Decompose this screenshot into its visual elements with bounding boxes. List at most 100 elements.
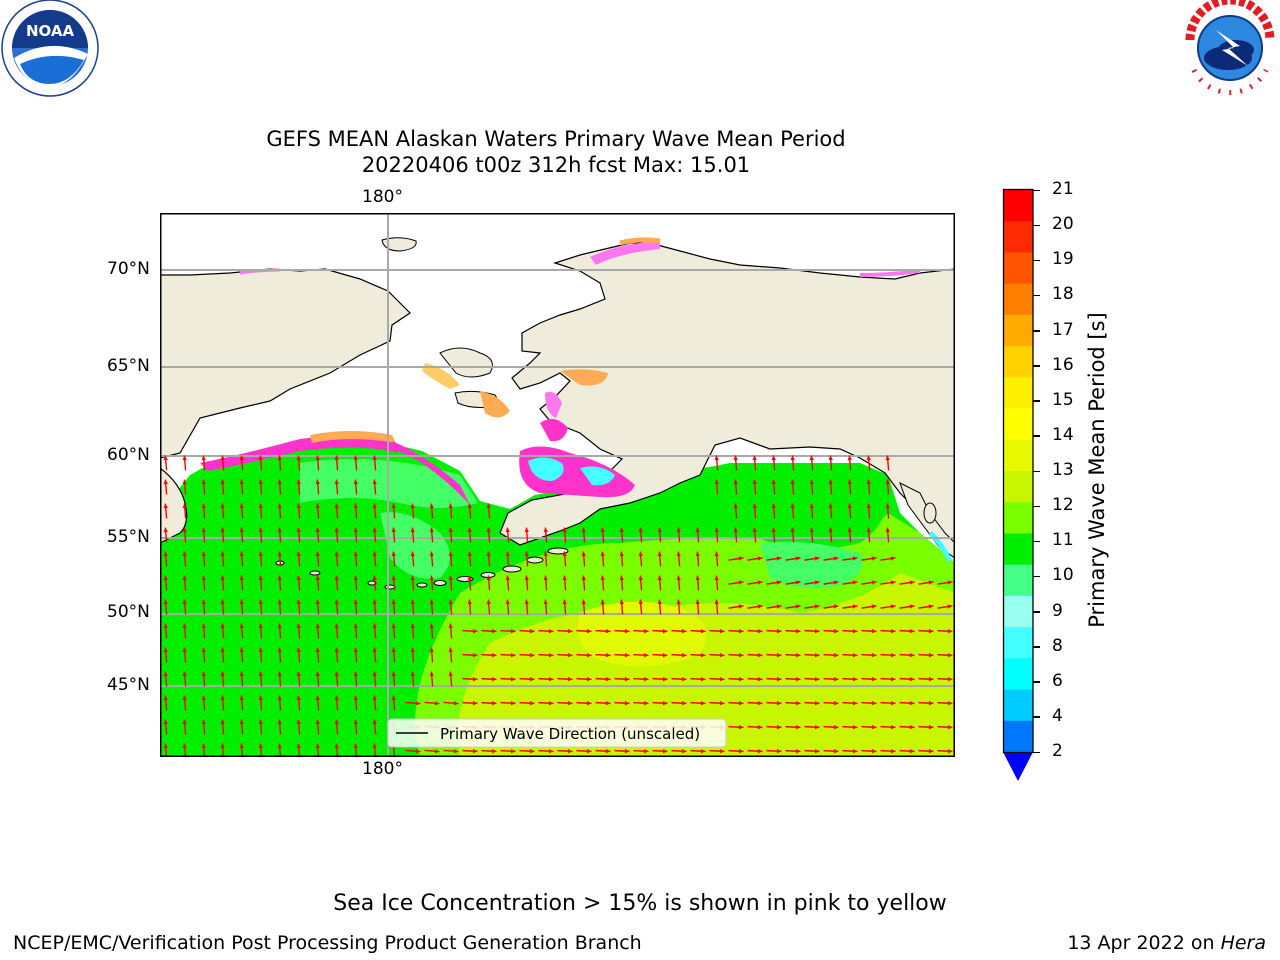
- wave-arrow-head: [833, 676, 839, 682]
- colorbar-swatch: [1004, 439, 1033, 472]
- wave-arrow-head: [676, 527, 681, 533]
- wave-arrow-head: [182, 743, 187, 749]
- colorbar-tick-label: 14: [1052, 424, 1074, 445]
- colorbar-tick-label: 20: [1052, 214, 1074, 235]
- wave-arrow-head: [372, 551, 377, 557]
- wave-arrow-head: [700, 748, 706, 754]
- wave-arrow-head: [334, 623, 339, 629]
- colorbar: [1002, 188, 1034, 781]
- wave-arrow-head: [201, 479, 206, 485]
- wave-arrow-head: [296, 623, 301, 629]
- wave-arrow-head: [201, 743, 206, 749]
- wave-arrow-head: [695, 599, 700, 605]
- wave-arrow-head: [220, 647, 225, 653]
- wave-arrow-head: [334, 503, 339, 509]
- wave-arrow-head: [852, 628, 858, 634]
- wave-arrow-head: [638, 551, 643, 557]
- wave-arrow-head: [472, 700, 478, 706]
- colorbar-tick-label: 2: [1052, 741, 1063, 761]
- wave-arrow-head: [662, 748, 668, 754]
- wave-arrow-head: [353, 623, 358, 629]
- wave-arrow-head: [814, 604, 820, 609]
- wave-arrow-head: [619, 527, 624, 533]
- wave-arrow-head: [700, 676, 706, 682]
- wave-arrow-head: [885, 455, 890, 461]
- colorbar-tick-label: 21: [1052, 179, 1074, 199]
- wave-arrow-head: [163, 743, 168, 749]
- wave-arrow-head: [928, 724, 934, 730]
- wave-arrow-head: [790, 503, 795, 509]
- wave-arrow-head: [182, 455, 187, 461]
- wave-arrow-head: [562, 575, 567, 581]
- wave-arrow-head: [714, 575, 719, 581]
- wave-arrow-head: [548, 652, 554, 658]
- wave-arrow-head: [296, 527, 301, 533]
- wave-arrow-head: [491, 676, 497, 682]
- wave-arrow-head: [562, 599, 567, 605]
- wave-arrow-head: [928, 676, 934, 682]
- wave-arrow-head: [372, 743, 377, 749]
- wave-arrow-head: [833, 700, 839, 706]
- aleutian-islands: [275, 547, 569, 590]
- wave-arrow-head: [676, 551, 681, 557]
- wave-arrow-head: [814, 676, 820, 682]
- wave-arrow-head: [586, 628, 592, 634]
- lon-label-bottom: 180°: [362, 759, 403, 779]
- wave-arrow-head: [814, 652, 820, 658]
- wave-arrow-head: [415, 749, 421, 754]
- colorbar-tick-label: 19: [1052, 249, 1074, 270]
- wave-arrow-head: [771, 503, 776, 509]
- wave-arrow-head: [833, 604, 839, 609]
- wave-arrow-head: [315, 719, 320, 725]
- wave-arrow-head: [258, 695, 263, 701]
- wave-arrow-head: [619, 575, 624, 581]
- noaa-logo: NOAA: [1, 0, 99, 97]
- colorbar-swatch: [1004, 221, 1033, 253]
- wave-arrow-head: [467, 503, 472, 509]
- wave-arrow-head: [619, 599, 624, 605]
- wave-arrow-head: [201, 527, 206, 533]
- wave-arrow-head: [662, 628, 668, 634]
- wave-arrow-head: [624, 700, 630, 706]
- lat-label-45n: 45°N: [107, 675, 150, 695]
- wave-arrow-head: [719, 700, 725, 706]
- colorbar-tick-mark: [1033, 681, 1040, 683]
- wave-arrow-head: [524, 575, 529, 581]
- wave-arrow-head: [277, 527, 282, 533]
- wave-arrow-head: [277, 599, 282, 605]
- wave-arrow-head: [239, 623, 244, 629]
- wave-arrow-head: [714, 599, 719, 605]
- wave-arrow-head: [353, 599, 358, 605]
- wave-arrow-head: [510, 748, 516, 754]
- wave-arrow-head: [334, 719, 339, 725]
- wave-arrow-head: [833, 652, 839, 658]
- wave-arrow-head: [586, 676, 592, 682]
- wave-arrow-head: [928, 628, 934, 634]
- wave-arrow-head: [795, 604, 801, 609]
- wave-arrow-head: [681, 700, 687, 706]
- footer-branch: NCEP/EMC/Verification Post Processing Pr…: [13, 932, 642, 954]
- wave-arrow-head: [871, 748, 877, 754]
- wave-arrow-head: [372, 527, 377, 533]
- wave-arrow-head: [795, 724, 801, 730]
- wave-arrow-head: [833, 580, 839, 585]
- wave-arrow-head: [182, 479, 187, 485]
- wave-arrow-head: [738, 604, 744, 609]
- wave-arrow-head: [757, 748, 763, 754]
- wave-arrow-head: [163, 671, 168, 677]
- wave-arrow-head: [947, 676, 953, 682]
- colorbar-tick-label: 11: [1052, 530, 1074, 551]
- wave-arrow-head: [429, 527, 434, 533]
- colorbar-tick-mark: [1033, 224, 1040, 227]
- wave-arrow-head: [738, 556, 744, 561]
- wave-arrow-head: [733, 527, 738, 533]
- wave-period-map: Primary Wave Direction (unscaled): [160, 213, 955, 757]
- footer-date: 13 Apr 2022 on Hera: [1067, 932, 1266, 954]
- colorbar-tick-mark: [1033, 575, 1040, 578]
- colorbar-swatch: [1004, 627, 1033, 659]
- wave-arrow-head: [448, 551, 453, 557]
- wave-arrow-head: [733, 503, 738, 509]
- wave-arrow-head: [890, 700, 896, 706]
- wave-arrow-head: [163, 455, 168, 461]
- ocean-band-yellow: [578, 601, 707, 667]
